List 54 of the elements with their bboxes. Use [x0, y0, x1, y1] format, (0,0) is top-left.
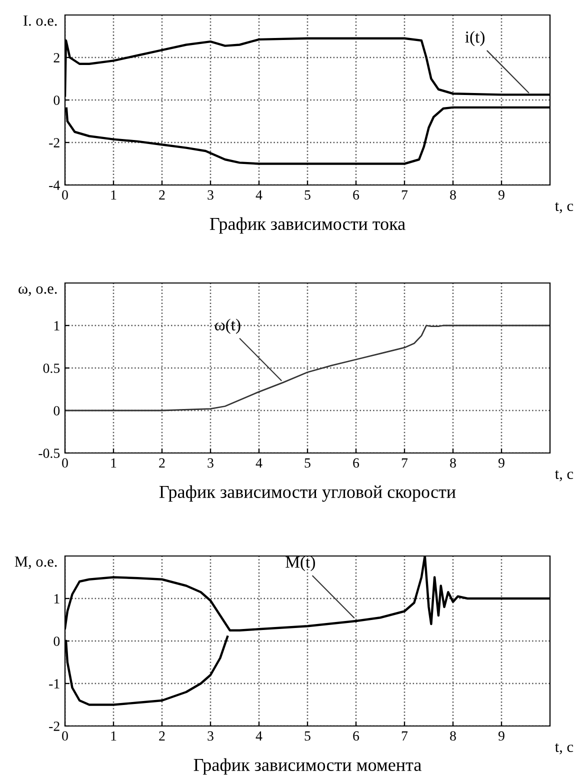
x-tick-label: 3 [208, 458, 214, 468]
x-tick-label: 5 [304, 458, 310, 468]
x-tick-label: 8 [450, 190, 456, 200]
y-tick-label: 0 [54, 636, 60, 646]
x-tick-label: 1 [111, 458, 116, 468]
y-axis-title: ω, o.e. [18, 286, 57, 296]
x-tick-label: 1 [111, 731, 116, 740]
y-tick-label: -2 [49, 138, 60, 148]
y-tick-label: -1 [49, 679, 60, 688]
x-tick-label: 0 [62, 731, 68, 741]
x-tick-label: 2 [159, 190, 165, 200]
x-axis-title: t, c [555, 470, 574, 482]
x-tick-label: 1 [111, 190, 116, 200]
x-tick-label: 5 [304, 731, 310, 741]
x-tick-label: 0 [62, 458, 68, 468]
x-tick-label: 2 [159, 731, 165, 740]
annotation: M(t) [286, 556, 315, 572]
x-tick-label: 6 [353, 731, 360, 741]
annotation: ω(t) [214, 318, 240, 334]
x-tick-label: 8 [450, 458, 456, 468]
text: График зависимости угловой скорости [159, 485, 456, 502]
x-tick-label: 7 [402, 190, 408, 200]
x-tick-label: 2 [159, 458, 165, 468]
x-tick-label: 3 [208, 190, 214, 200]
x-tick-label: 9 [498, 190, 504, 200]
y-tick-label: 1 [54, 594, 60, 604]
y-tick-label: 0 [54, 96, 60, 105]
y-tick-label: 0.5 [43, 364, 60, 374]
x-tick-label: 8 [450, 731, 456, 741]
y-axis-title: M, o.e. [14, 556, 57, 569]
y-tick-label: -2 [49, 722, 60, 731]
x-tick-label: 7 [402, 458, 408, 468]
x-axis-title: t, c [555, 743, 574, 754]
text: График зависимости тока [210, 217, 406, 234]
y-tick-label: -4 [49, 180, 60, 190]
x-tick-label: 6 [353, 190, 360, 200]
x-tick-label: 9 [498, 731, 504, 741]
y-tick-label: 1 [54, 321, 60, 330]
y-tick-label: 2 [54, 53, 60, 62]
x-tick-label: 0 [62, 190, 68, 200]
y-tick-label: 0 [54, 406, 60, 416]
x-tick-label: 4 [256, 731, 262, 740]
annotation: i(t) [465, 30, 484, 46]
x-tick-label: 3 [208, 731, 214, 741]
text: График зависимости момента [194, 758, 422, 775]
x-tick-label: 5 [304, 190, 310, 200]
x-axis-title: t, c [555, 202, 574, 214]
x-tick-label: 4 [256, 190, 262, 200]
x-tick-label: 7 [402, 731, 408, 740]
x-tick-label: 4 [256, 458, 262, 468]
x-tick-label: 6 [353, 458, 360, 468]
y-axis-title: I. o.e. [23, 16, 57, 26]
x-tick-label: 9 [498, 458, 504, 468]
y-tick-label: -0.5 [38, 448, 60, 458]
